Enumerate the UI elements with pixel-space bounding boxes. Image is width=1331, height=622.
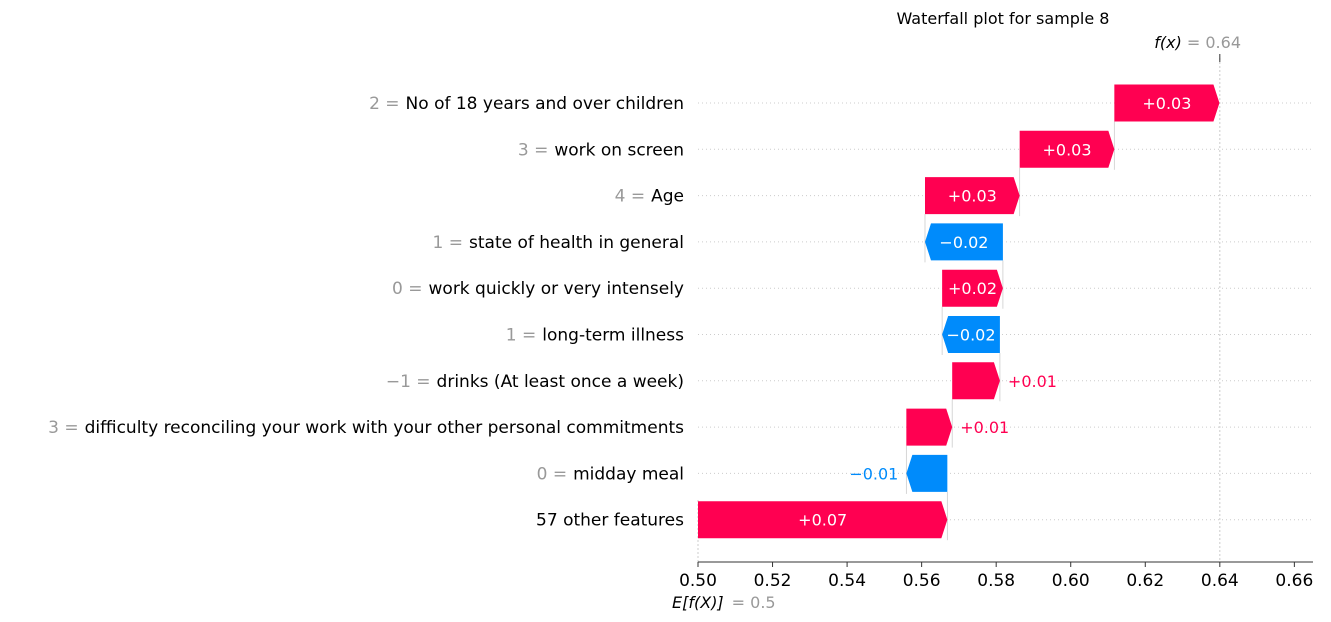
feature-label: 3 = work on screen xyxy=(518,140,684,160)
fx-label: f(x) = 0.64 xyxy=(1154,33,1241,52)
x-tick-label: 0.66 xyxy=(1275,571,1313,591)
bar-value-label: +0.03 xyxy=(1142,94,1191,113)
bar-negative xyxy=(924,223,1003,261)
bar-positive xyxy=(698,501,948,539)
chart-title: Waterfall plot for sample 8 xyxy=(897,9,1110,28)
x-tick-label: 0.54 xyxy=(828,571,866,591)
feature-value: −1 = xyxy=(386,372,431,392)
feature-name: difficulty reconciling your work with yo… xyxy=(85,418,685,438)
feature-labels: 2 = No of 18 years and over children 3 = wo… xyxy=(48,94,684,531)
bar-value-label: +0.01 xyxy=(1008,372,1057,391)
feature-value: 2 = xyxy=(369,94,399,114)
feature-value: 1 = xyxy=(506,326,536,346)
feature-label: 1 = long-term illness xyxy=(506,326,684,346)
feature-label: 0 = work quickly or very intensely xyxy=(392,279,684,299)
bar-positive xyxy=(1114,84,1220,122)
feature-value: 3 = xyxy=(48,418,78,438)
bar-value-label: +0.03 xyxy=(1042,140,1091,159)
bar-value-label: −0.02 xyxy=(947,326,996,345)
feature-label: 57 other features xyxy=(536,511,684,531)
fx-annotation: f(x) = 0.64 xyxy=(1154,33,1241,62)
x-axis: 0.50 0.52 0.54 0.56 0.58 0.60 0.62 0.64 0.66 xyxy=(679,561,1313,591)
feature-name: 57 other features xyxy=(536,511,684,531)
x-tick-label: 0.52 xyxy=(754,571,792,591)
x-tick-label: 0.56 xyxy=(903,571,941,591)
feature-value: 0 = xyxy=(537,464,567,484)
bar-value-label: +0.03 xyxy=(948,187,997,206)
feature-label: 3 = difficulty reconciling your work with… xyxy=(48,418,684,438)
grid-lines xyxy=(697,58,1313,562)
feature-label: 0 = midday meal xyxy=(537,464,684,484)
bar-value-label: −0.02 xyxy=(939,233,988,252)
x-tick-label: 0.60 xyxy=(1052,571,1090,591)
feature-label: −1 = drinks (At least once a week) xyxy=(386,372,684,392)
bar-positive xyxy=(942,269,1003,307)
x-tick-label: 0.58 xyxy=(977,571,1015,591)
bar-positive xyxy=(924,177,1020,215)
feature-name: long-term illness xyxy=(542,326,684,346)
feature-value: 4 = xyxy=(615,187,645,207)
feature-label: 2 = No of 18 years and over children xyxy=(369,94,684,114)
feature-name: work on screen xyxy=(554,140,684,160)
bar-negative xyxy=(906,454,948,492)
bars: +0.03 +0.03 +0.03 −0.02 +0.02 −0.02 +0.01 +0.01… xyxy=(698,84,1220,539)
bar-positive xyxy=(952,362,1000,400)
bar-value-label: −0.01 xyxy=(849,464,898,483)
feature-label: 4 = Age xyxy=(615,187,684,207)
feature-name: drinks (At least once a week) xyxy=(437,372,684,392)
feature-label: 1 = state of health in general xyxy=(433,233,684,253)
x-tick-label: 0.64 xyxy=(1201,571,1239,591)
feature-name: midday meal xyxy=(573,464,684,484)
x-tick-label: 0.62 xyxy=(1126,571,1164,591)
feature-value: 3 = xyxy=(518,140,548,160)
feature-name: Age xyxy=(651,187,684,207)
bar-positive xyxy=(906,408,953,446)
feature-value: 0 = xyxy=(392,279,422,299)
base-value-label: E[f(X)] = 0.5 xyxy=(672,593,776,612)
bar-negative xyxy=(942,316,1000,353)
base-value-annotation: E[f(X)] = 0.5 xyxy=(672,593,776,612)
bar-value-label: +0.07 xyxy=(798,511,847,530)
x-tick-label: 0.50 xyxy=(679,571,717,591)
bar-value-label: +0.02 xyxy=(948,279,997,298)
bar-value-label: +0.01 xyxy=(960,418,1009,437)
feature-name: No of 18 years and over children xyxy=(406,94,684,114)
feature-name: work quickly or very intensely xyxy=(429,279,684,299)
bar-positive xyxy=(1019,130,1115,168)
feature-name: state of health in general xyxy=(469,233,684,253)
feature-value: 1 = xyxy=(433,233,463,253)
